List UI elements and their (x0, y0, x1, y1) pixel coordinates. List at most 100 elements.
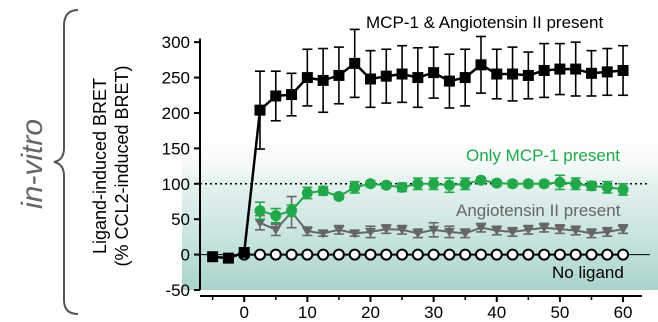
y-tick-label: 250 (162, 69, 190, 88)
data-point (570, 226, 582, 236)
data-point (412, 178, 424, 190)
data-point (522, 178, 534, 190)
data-point (270, 210, 282, 222)
data-point (428, 178, 440, 190)
data-point (617, 225, 629, 235)
data-point (333, 69, 345, 81)
data-point (285, 248, 298, 261)
data-point (254, 104, 266, 116)
plot-area (207, 28, 630, 264)
data-point (507, 178, 519, 190)
data-point (317, 185, 329, 197)
data-point (585, 180, 597, 192)
data-point (222, 252, 234, 264)
x-tick-label: 20 (361, 303, 380, 322)
data-point (459, 229, 471, 239)
data-point (207, 251, 219, 263)
y-tick-label: 100 (162, 175, 190, 194)
x-tick-label: 30 (424, 303, 443, 322)
data-point (270, 225, 282, 235)
data-point (238, 246, 250, 258)
data-point (585, 67, 597, 79)
data-point (601, 66, 613, 78)
series-label-mcp-only: Only MCP-1 present (466, 146, 620, 165)
data-point (490, 248, 503, 261)
data-point (349, 229, 361, 239)
data-point (506, 248, 519, 261)
data-point (396, 248, 409, 261)
data-point (333, 225, 345, 235)
series-2 (254, 195, 629, 239)
data-point (522, 248, 535, 261)
series-1 (254, 174, 629, 224)
data-point (601, 181, 613, 193)
data-point (301, 187, 313, 199)
data-point (301, 72, 313, 84)
data-point (570, 178, 582, 190)
data-point (601, 248, 614, 261)
x-tick-label: 50 (550, 303, 569, 322)
data-point (301, 227, 313, 237)
data-point (617, 248, 630, 261)
data-point (411, 248, 424, 261)
data-point (617, 183, 629, 195)
data-point (270, 90, 282, 102)
data-point (443, 227, 455, 237)
data-point (475, 174, 487, 186)
data-point (507, 227, 519, 237)
data-point (349, 57, 361, 69)
data-point (254, 205, 266, 217)
data-point (380, 248, 393, 261)
data-point (522, 69, 534, 81)
x-tick-label: 10 (298, 303, 317, 322)
data-point (538, 64, 550, 76)
y-tick-label: 150 (162, 139, 190, 158)
data-point (301, 248, 314, 261)
data-point (364, 227, 376, 237)
data-point (585, 248, 598, 261)
data-point (286, 205, 298, 217)
data-point (522, 225, 534, 235)
y-tick-label: 0 (181, 246, 190, 265)
data-point (491, 226, 503, 236)
data-point (459, 248, 472, 261)
y-axis-label-line2: (% CCL2-induced BRET) (112, 65, 132, 266)
data-point (269, 248, 282, 261)
data-point (412, 72, 424, 84)
data-point (474, 248, 487, 261)
data-point (553, 248, 566, 261)
data-point (286, 89, 298, 101)
data-point (364, 248, 377, 261)
data-point (538, 223, 550, 233)
data-point (443, 248, 456, 261)
y-tick-label: -50 (165, 281, 190, 300)
data-point (254, 218, 266, 228)
data-point (491, 177, 503, 189)
data-point (396, 68, 408, 80)
data-point (428, 67, 440, 79)
data-point (554, 176, 566, 188)
data-point (554, 225, 566, 235)
y-tick-label: 200 (162, 104, 190, 123)
data-point (253, 248, 266, 261)
data-point (412, 229, 424, 239)
data-point (475, 59, 487, 71)
x-tick-label: 0 (239, 303, 248, 322)
data-point (317, 248, 330, 261)
data-point (380, 225, 392, 235)
data-point (317, 74, 329, 86)
data-point (538, 248, 551, 261)
y-tick-label: 50 (171, 210, 190, 229)
data-point (396, 181, 408, 193)
series-label-ang-only: Angiotensin II present (456, 201, 621, 220)
data-point (349, 181, 361, 193)
data-point (459, 72, 471, 84)
data-point (396, 225, 408, 235)
data-point (380, 179, 392, 191)
data-point (554, 63, 566, 75)
data-point (427, 248, 440, 261)
data-point (333, 191, 345, 203)
side-bracket (53, 9, 79, 315)
y-axis-label-line1: Ligand-induced BRET (90, 78, 110, 254)
